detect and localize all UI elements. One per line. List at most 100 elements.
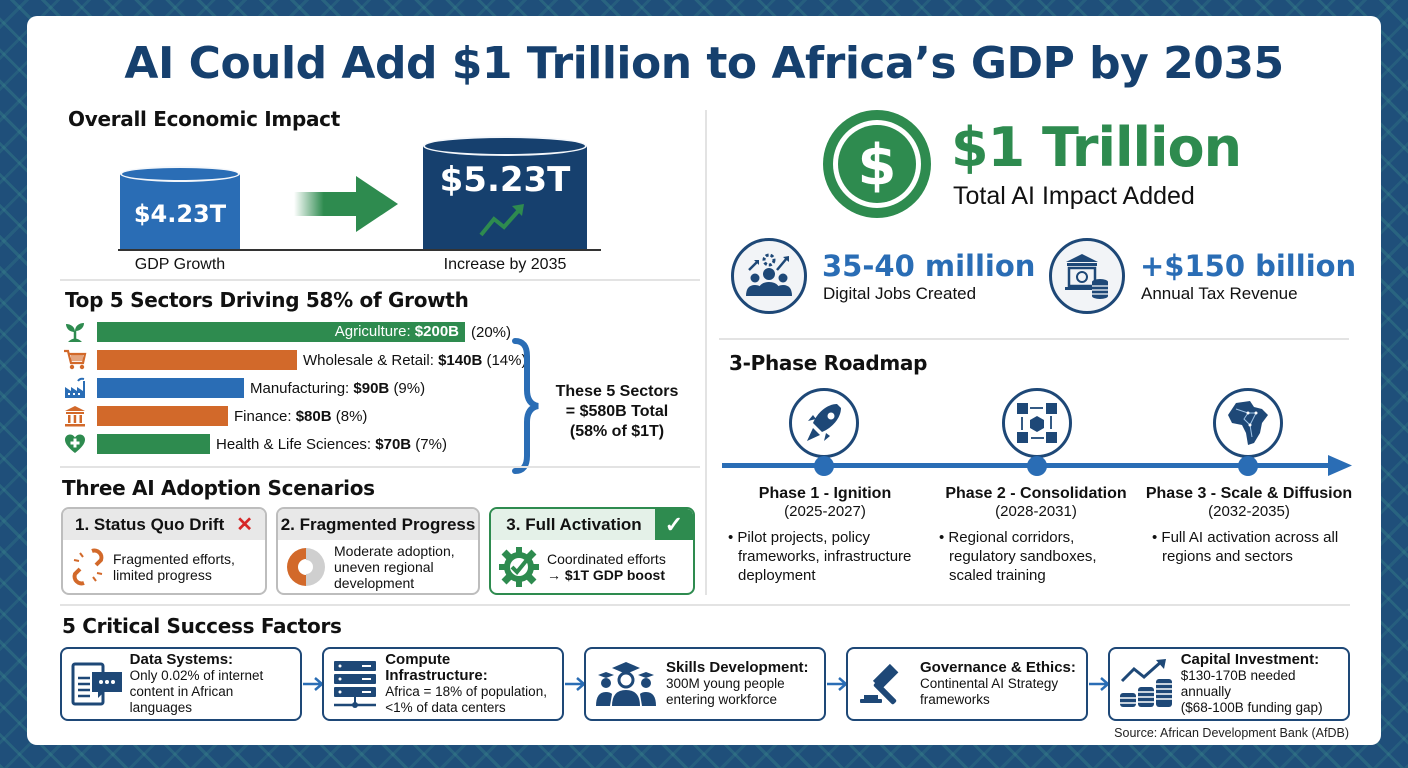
factor-skills-development: Skills Development: 300M young people en… <box>584 647 826 721</box>
dollar-coin-icon: $ <box>823 110 931 218</box>
gavel-icon <box>860 663 899 705</box>
sector-pct: (7%) <box>415 435 447 453</box>
phase-3-icon-circle <box>1213 388 1283 458</box>
factors-heading: 5 Critical Success Factors <box>62 614 342 638</box>
economic-impact-heading: Overall Economic Impact <box>68 107 340 131</box>
scenario-text: Coordinated efforts <box>547 550 666 567</box>
sectors-heading: Top 5 Sectors Driving 58% of Growth <box>65 288 469 312</box>
people-growth-icon <box>731 238 807 314</box>
factor-text: entering workforce <box>666 692 778 707</box>
factor-text: $130-170B needed annually <box>1180 668 1296 699</box>
phase-1-text: Phase 1 - Ignition (2025-2027) • Pilot p… <box>720 485 930 585</box>
growth-arrow-icon <box>294 176 398 232</box>
sector-bar: Agriculture: $200B <box>97 322 465 342</box>
sector-pct: (20%) <box>471 323 512 341</box>
coins-growth-icon <box>1120 659 1172 707</box>
kpi-jobs-value: 35-40 million <box>822 249 1036 283</box>
gdp-after-label: Increase by 2035 <box>443 256 567 273</box>
page-title: AI Could Add $1 Trillion to Africa’s GDP… <box>124 38 1284 89</box>
sector-pct: (14%) <box>486 351 527 369</box>
sector-row-finance: Finance: $80B (8%) <box>63 405 367 427</box>
gdp-before-cylinder: $4.23T <box>120 166 240 250</box>
roadmap-heading: 3-Phase Roadmap <box>729 351 928 375</box>
sectors-summary: These 5 Sectors = $580B Total (58% of $1… <box>542 382 692 442</box>
sector-pct: (8%) <box>335 407 368 425</box>
phase-bullet: • Regional corridors, regulatory sandbox… <box>939 529 1097 584</box>
broken-link-icon <box>72 548 104 585</box>
phase-2-dot <box>1027 456 1047 476</box>
factor-capital-investment: Capital Investment: $130-170B needed ann… <box>1108 647 1350 721</box>
sector-name: Health & Life Sciences: <box>216 435 372 453</box>
sector-value: $200B <box>414 323 459 340</box>
bank-icon <box>63 405 87 427</box>
server-icon <box>334 661 376 708</box>
headline-kpi-label: Total AI Impact Added <box>953 182 1195 210</box>
plant-icon <box>63 321 87 343</box>
kpi-tax-label: Annual Tax Revenue <box>1141 284 1298 303</box>
factor-text: Continental AI Strategy <box>920 676 1059 691</box>
factor-title: Governance & Ethics: <box>920 659 1076 676</box>
graduates-icon <box>596 662 656 706</box>
sector-bar <box>97 406 228 426</box>
factor-text: Only 0.02% of internet <box>129 668 264 683</box>
sector-row-manufacturing: Manufacturing: $90B (9%) <box>63 377 425 399</box>
phase-3-text: Phase 3 - Scale & Diffusion (2032-2035) … <box>1144 485 1354 566</box>
kpi-jobs-label: Digital Jobs Created <box>823 284 977 303</box>
scenario-card-status-quo: 1. Status Quo Drift ✕ Fragmented efforts… <box>61 507 267 595</box>
scenario-text: uneven regional <box>334 558 434 575</box>
factor-title: Capital Investment: <box>1180 651 1320 668</box>
shopping-cart-icon <box>63 349 87 371</box>
x-mark-icon: ✕ <box>236 514 253 536</box>
phase-2-text: Phase 2 - Consolidation (2028-2031) • Re… <box>931 485 1141 585</box>
sector-bar <box>97 378 244 398</box>
scenario-text: development <box>334 574 415 591</box>
factor-text: <1% of data centers <box>385 700 506 715</box>
curly-brace-icon <box>512 338 539 474</box>
phase-3-dot <box>1238 456 1258 476</box>
factor-title: Skills Development: <box>666 659 809 676</box>
half-gear-icon <box>287 547 325 586</box>
sector-name: Manufacturing: <box>250 379 350 397</box>
phase-bullet: • Pilot projects, policy frameworks, inf… <box>728 529 912 584</box>
kpi-tax-value: +$150 billion <box>1140 249 1357 283</box>
phase-1-icon-circle <box>789 388 859 458</box>
source-citation: Source: African Development Bank (AfDB) <box>1114 726 1349 740</box>
phase-1-dot <box>814 456 834 476</box>
scenarios-heading: Three AI Adoption Scenarios <box>62 476 375 500</box>
scenario-title: 2. Fragmented Progress <box>280 514 476 534</box>
summary-line: These 5 Sectors <box>555 383 679 400</box>
sector-value: $140B <box>438 351 483 369</box>
sector-name: Finance: <box>234 407 292 425</box>
scenario-text: Moderate adoption, <box>334 542 455 559</box>
sector-value: $70B <box>375 435 412 453</box>
africa-map-icon <box>1228 401 1268 445</box>
factor-data-systems: Data Systems: Only 0.02% of internet con… <box>60 647 302 721</box>
gdp-after-cylinder: $5.23T <box>423 136 587 250</box>
vertical-divider <box>705 110 707 595</box>
scenario-card-full-activation: 3. Full Activation ✓ Coordinated efforts… <box>489 507 695 595</box>
scenario-text: limited progress <box>113 566 212 583</box>
sector-pct: (9%) <box>393 379 426 397</box>
divider <box>60 279 700 281</box>
divider <box>60 466 700 468</box>
phase-years: (2025-2027) <box>784 503 866 520</box>
health-heart-icon <box>63 433 87 455</box>
sector-row-agriculture: Agriculture: $200B (20%) <box>63 321 511 343</box>
factory-icon <box>63 377 87 399</box>
sector-value: $90B <box>353 379 390 397</box>
sector-name: Wholesale & Retail: <box>303 351 434 369</box>
phase-title: Phase 1 - Ignition <box>758 485 892 502</box>
rocket-icon <box>807 404 841 441</box>
svg-text:$: $ <box>858 133 897 198</box>
check-mark-icon: ✓ <box>655 509 693 540</box>
factor-text: frameworks <box>920 692 990 707</box>
factor-title: Compute Infrastructure: <box>385 651 488 684</box>
headline-kpi-value: $1 Trillion <box>951 116 1242 179</box>
divider <box>719 338 1349 340</box>
sector-row-wholesale-retail: Wholesale & Retail: $140B (14%) <box>63 349 526 371</box>
factor-title: Data Systems: <box>129 651 234 668</box>
sector-value: $80B <box>295 407 332 425</box>
gear-check-icon <box>499 546 539 587</box>
sector-row-health: Health & Life Sciences: $70B (7%) <box>63 433 447 455</box>
gdp-after-value: $5.23T <box>439 160 571 200</box>
